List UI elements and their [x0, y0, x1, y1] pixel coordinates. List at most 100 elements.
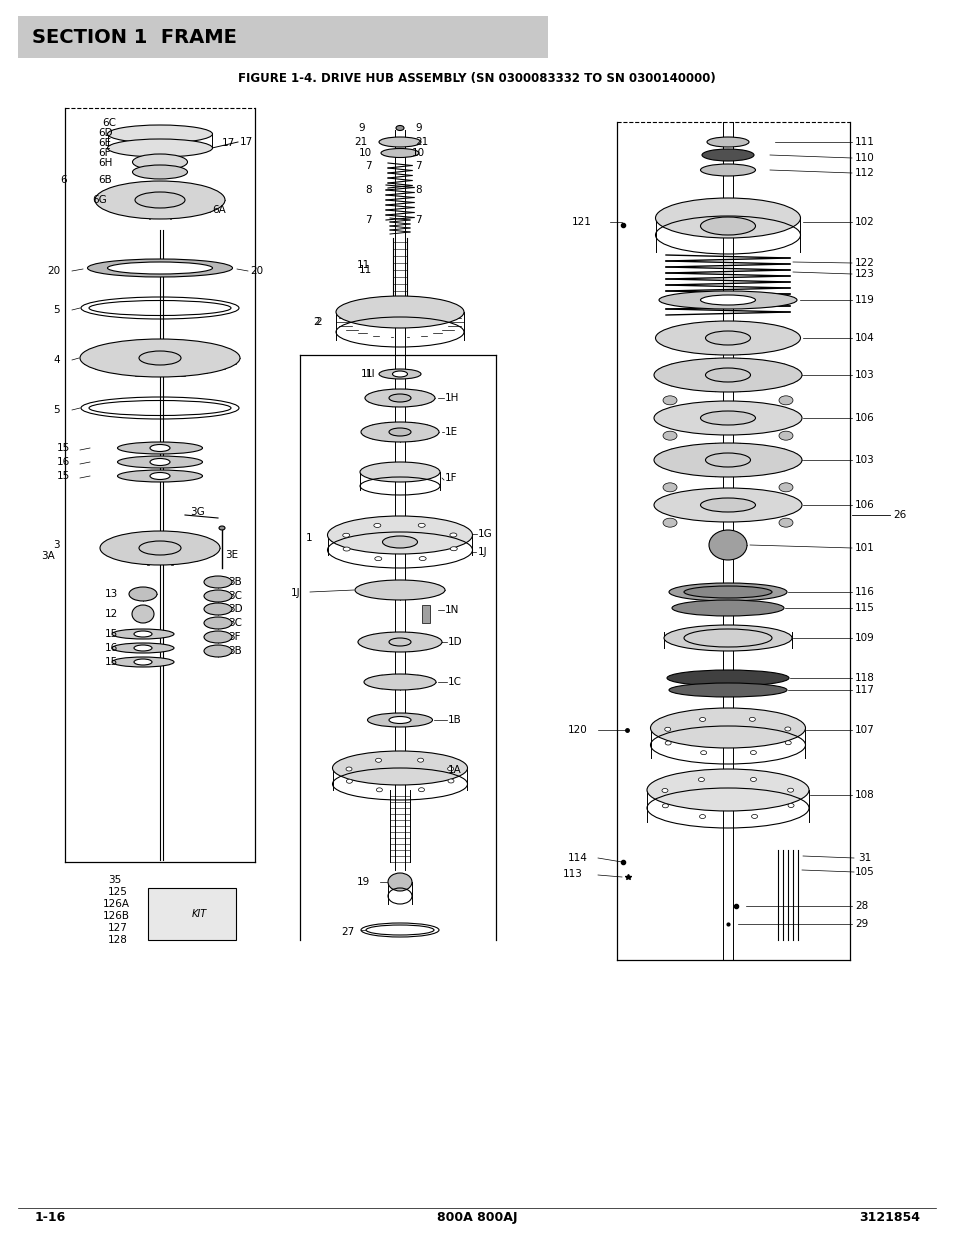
- Ellipse shape: [80, 338, 240, 377]
- Text: 3: 3: [53, 540, 60, 550]
- Text: 106: 106: [854, 500, 874, 510]
- Text: 3F: 3F: [228, 632, 240, 642]
- Bar: [421, 605, 430, 622]
- Text: 20: 20: [250, 266, 263, 275]
- Ellipse shape: [668, 683, 786, 697]
- Ellipse shape: [655, 321, 800, 354]
- Ellipse shape: [204, 590, 232, 601]
- Ellipse shape: [133, 645, 152, 651]
- Ellipse shape: [117, 442, 202, 454]
- Ellipse shape: [705, 331, 750, 345]
- Text: 10: 10: [358, 148, 372, 158]
- Text: 3B: 3B: [228, 577, 241, 587]
- Ellipse shape: [382, 536, 417, 548]
- Ellipse shape: [671, 600, 783, 616]
- Ellipse shape: [784, 727, 790, 731]
- Ellipse shape: [700, 751, 706, 755]
- Ellipse shape: [112, 643, 173, 653]
- Ellipse shape: [706, 137, 748, 147]
- Ellipse shape: [395, 126, 403, 131]
- Text: 17: 17: [240, 137, 253, 147]
- Text: 3121854: 3121854: [858, 1212, 919, 1224]
- Ellipse shape: [100, 531, 220, 564]
- Text: 21: 21: [355, 137, 368, 147]
- Ellipse shape: [117, 456, 202, 468]
- Text: 119: 119: [854, 295, 874, 305]
- Text: 110: 110: [854, 153, 874, 163]
- Ellipse shape: [112, 657, 173, 667]
- Ellipse shape: [108, 262, 213, 274]
- Ellipse shape: [355, 580, 444, 600]
- Ellipse shape: [150, 445, 170, 452]
- Ellipse shape: [132, 154, 188, 170]
- Ellipse shape: [389, 716, 411, 724]
- Text: 128: 128: [108, 935, 128, 945]
- Ellipse shape: [700, 217, 755, 235]
- Ellipse shape: [418, 557, 426, 561]
- Text: 8: 8: [415, 185, 421, 195]
- Ellipse shape: [380, 148, 418, 158]
- Ellipse shape: [787, 804, 793, 808]
- Ellipse shape: [389, 394, 411, 403]
- Ellipse shape: [705, 368, 750, 382]
- Ellipse shape: [668, 583, 786, 601]
- Ellipse shape: [88, 259, 233, 277]
- Text: 7: 7: [415, 215, 421, 225]
- Text: 15: 15: [56, 443, 70, 453]
- Text: 1-16: 1-16: [35, 1212, 66, 1224]
- Ellipse shape: [662, 483, 677, 492]
- Text: 3C: 3C: [228, 618, 242, 629]
- Ellipse shape: [108, 140, 213, 157]
- Ellipse shape: [450, 534, 456, 537]
- Text: 1D: 1D: [448, 637, 462, 647]
- Text: 104: 104: [854, 333, 874, 343]
- Text: 3B: 3B: [228, 646, 241, 656]
- Text: FIGURE 1-4. DRIVE HUB ASSEMBLY (SN 0300083332 TO SN 0300140000): FIGURE 1-4. DRIVE HUB ASSEMBLY (SN 03000…: [238, 72, 715, 84]
- Ellipse shape: [683, 585, 771, 598]
- Text: 6: 6: [60, 175, 67, 185]
- Text: 5: 5: [53, 305, 60, 315]
- Ellipse shape: [375, 557, 381, 561]
- Text: 126A: 126A: [103, 899, 130, 909]
- Text: 20: 20: [47, 266, 60, 275]
- Ellipse shape: [666, 671, 788, 685]
- Ellipse shape: [346, 779, 352, 783]
- Bar: [18, 16, 547, 58]
- Text: 4: 4: [53, 354, 60, 366]
- Ellipse shape: [708, 530, 746, 559]
- Text: 7: 7: [365, 215, 372, 225]
- Ellipse shape: [139, 351, 181, 366]
- Text: 3E: 3E: [225, 550, 238, 559]
- Ellipse shape: [417, 758, 423, 762]
- Text: 114: 114: [567, 853, 587, 863]
- Ellipse shape: [646, 769, 808, 811]
- Ellipse shape: [662, 519, 677, 527]
- Ellipse shape: [374, 524, 380, 527]
- Ellipse shape: [117, 471, 202, 482]
- Ellipse shape: [787, 788, 793, 792]
- Ellipse shape: [327, 516, 472, 555]
- Ellipse shape: [133, 659, 152, 664]
- Ellipse shape: [700, 164, 755, 177]
- Ellipse shape: [112, 629, 173, 638]
- Text: 106: 106: [854, 412, 874, 424]
- Ellipse shape: [360, 422, 438, 442]
- Ellipse shape: [342, 534, 350, 537]
- Text: 1N: 1N: [444, 605, 459, 615]
- Text: 27: 27: [341, 927, 355, 937]
- Ellipse shape: [699, 718, 705, 721]
- Ellipse shape: [132, 165, 188, 179]
- Text: 101: 101: [854, 543, 874, 553]
- Text: 7: 7: [415, 161, 421, 170]
- Text: 1I: 1I: [365, 369, 375, 379]
- Ellipse shape: [705, 453, 750, 467]
- Text: 800A 800AJ: 800A 800AJ: [436, 1212, 517, 1224]
- Ellipse shape: [365, 389, 435, 408]
- Text: 113: 113: [562, 869, 582, 879]
- Text: SECTION 1  FRAME: SECTION 1 FRAME: [32, 27, 236, 47]
- Text: 111: 111: [854, 137, 874, 147]
- Text: 108: 108: [854, 790, 874, 800]
- Text: 17: 17: [222, 138, 235, 148]
- Ellipse shape: [654, 443, 801, 477]
- Ellipse shape: [662, 396, 677, 405]
